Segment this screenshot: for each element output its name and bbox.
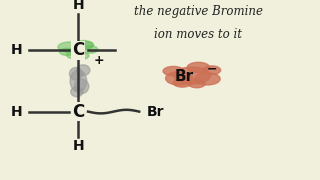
Text: −: − — [207, 63, 217, 76]
Ellipse shape — [203, 66, 221, 75]
Ellipse shape — [195, 73, 220, 85]
Ellipse shape — [67, 51, 84, 59]
Ellipse shape — [58, 42, 81, 52]
Text: Br: Br — [174, 69, 194, 84]
Text: C: C — [72, 103, 84, 121]
Text: Br: Br — [147, 105, 165, 119]
Ellipse shape — [163, 66, 184, 76]
Ellipse shape — [173, 78, 192, 87]
Text: the negative Bromine: the negative Bromine — [134, 4, 263, 17]
Ellipse shape — [188, 80, 205, 88]
Ellipse shape — [74, 79, 89, 94]
Text: H: H — [11, 105, 22, 119]
Ellipse shape — [69, 68, 82, 80]
Text: C: C — [72, 41, 84, 59]
Ellipse shape — [60, 48, 75, 55]
Ellipse shape — [76, 65, 90, 76]
Ellipse shape — [187, 62, 210, 73]
Ellipse shape — [166, 72, 193, 85]
Text: +: + — [94, 54, 104, 67]
Text: H: H — [73, 140, 84, 154]
Ellipse shape — [74, 40, 93, 50]
Ellipse shape — [71, 87, 83, 97]
Ellipse shape — [81, 46, 98, 53]
Ellipse shape — [173, 67, 211, 84]
Text: ion moves to it: ion moves to it — [155, 28, 243, 41]
Text: H: H — [73, 0, 84, 12]
Ellipse shape — [70, 70, 87, 92]
Ellipse shape — [73, 52, 89, 59]
Ellipse shape — [79, 42, 94, 48]
Text: H: H — [11, 43, 22, 57]
